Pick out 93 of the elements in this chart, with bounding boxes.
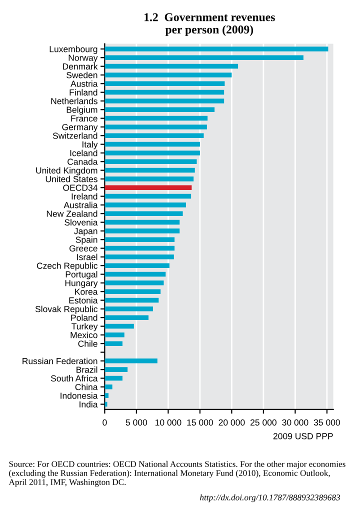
y-tick-label: Austria xyxy=(70,80,98,87)
y-tick-label: Russian Federation xyxy=(22,358,98,364)
y-tick-label: Korea xyxy=(75,288,98,295)
y-tick-label: Sweden xyxy=(66,72,98,78)
x-tick-label: 15 000 xyxy=(187,419,213,426)
bar xyxy=(104,272,166,277)
bar xyxy=(104,289,161,294)
bar xyxy=(104,98,224,104)
y-tick-label: OECD34 xyxy=(63,184,98,191)
bar xyxy=(104,367,128,372)
y-tick-label: Netherlands xyxy=(51,98,98,104)
bar xyxy=(104,107,215,112)
y-tick-label: Slovenia xyxy=(64,219,98,226)
bar xyxy=(104,194,192,199)
bar xyxy=(104,298,159,303)
y-tick-label: Denmark xyxy=(62,63,98,70)
bar xyxy=(104,341,122,346)
y-tick-label: United States xyxy=(46,176,98,182)
bar xyxy=(104,376,122,381)
bar xyxy=(104,228,180,234)
x-tick-label: 10 000 xyxy=(155,419,182,426)
y-tick-label: Iceland xyxy=(70,150,98,156)
bar xyxy=(104,124,207,130)
bar xyxy=(104,358,158,364)
y-tick-label: Chile xyxy=(78,340,98,347)
y-tick-label: Germany xyxy=(62,124,98,132)
bar xyxy=(104,393,109,398)
y-tick-label: Hungary xyxy=(65,280,98,288)
bar xyxy=(104,384,112,390)
y-tick-label: United Kingdom xyxy=(36,167,98,176)
y-tick-label: New Zealand xyxy=(46,210,98,217)
x-tick-label: 0 xyxy=(102,419,107,426)
x-axis-title: 2009 USD PPP xyxy=(273,433,333,440)
y-tick-label: China xyxy=(75,384,98,390)
y-tick-label: Norway xyxy=(68,54,98,63)
bar xyxy=(104,72,232,78)
y-tick-label: Luxembourg xyxy=(50,46,98,54)
y-tick-label: Brazil xyxy=(76,366,98,373)
bar xyxy=(104,306,153,312)
y-tick-label: Greece xyxy=(70,245,98,252)
x-tick-label: 25 000 xyxy=(250,419,276,426)
y-tick-label: Portugal xyxy=(66,271,98,280)
y-tick-label: Japan xyxy=(74,228,98,236)
bar xyxy=(104,159,197,164)
bar xyxy=(104,185,192,190)
y-tick-label: India xyxy=(80,401,98,408)
y-tick-label: Switzerland xyxy=(52,132,98,139)
x-tick-label: 35 000 xyxy=(314,419,340,426)
y-tick-label: Indonesia xyxy=(60,392,98,399)
bar xyxy=(104,332,124,338)
y-tick-label: Slovak Republic xyxy=(35,306,98,314)
chart-title: 1.2 Government revenues per person (2009) xyxy=(144,13,275,36)
bar xyxy=(104,202,186,208)
y-tick-label: South Africa xyxy=(50,375,98,382)
y-tick-label: Israel xyxy=(77,254,98,260)
y-tick-label: Ireland xyxy=(72,193,98,200)
bar xyxy=(104,142,200,147)
bar xyxy=(104,81,225,86)
y-tick-label: Canada xyxy=(68,158,98,165)
bar xyxy=(104,237,175,242)
y-tick-label: Italy xyxy=(82,141,98,150)
bar xyxy=(104,90,224,95)
y-tick-label: France xyxy=(71,115,98,122)
source-note: Source: For OECD countries: OECD National Accounts Statistics. For the other major economies (excluding the Russian Federation): International Monetary Fund (2010), Economic Outlook, April 2011, IMF, Washington DC. xyxy=(8,460,346,487)
y-tick-label: Finland xyxy=(70,89,98,96)
bar xyxy=(104,246,175,251)
bar xyxy=(104,254,174,260)
bar xyxy=(104,220,180,225)
bar xyxy=(104,133,204,138)
bar xyxy=(104,46,328,52)
bar xyxy=(104,116,208,121)
x-tick-label: 20 000 xyxy=(218,419,245,426)
y-tick-label: Czech Republic xyxy=(36,262,98,271)
bar xyxy=(104,176,194,182)
x-tick-label: 30 000 xyxy=(282,419,308,426)
bar xyxy=(104,280,164,286)
bar xyxy=(104,64,238,69)
bar xyxy=(104,150,200,156)
y-tick-label: Turkey xyxy=(72,323,98,332)
y-tick-label: Spain xyxy=(76,236,98,245)
y-tick-label: Estonia xyxy=(69,297,98,304)
text: http://dx.doi.org/10.1787/888932389683 xyxy=(200,494,340,502)
bar xyxy=(104,324,134,329)
y-tick-label: Australia xyxy=(64,202,98,208)
bar xyxy=(104,263,170,268)
bar xyxy=(104,55,304,60)
x-tick-label: 5 000 xyxy=(126,419,148,426)
bar xyxy=(104,168,195,173)
y-tick-label: Mexico xyxy=(70,332,98,338)
bar xyxy=(104,315,149,320)
y-tick-label: Poland xyxy=(71,314,98,321)
bar xyxy=(104,211,183,216)
y-tick-label: Belgium xyxy=(66,106,98,115)
